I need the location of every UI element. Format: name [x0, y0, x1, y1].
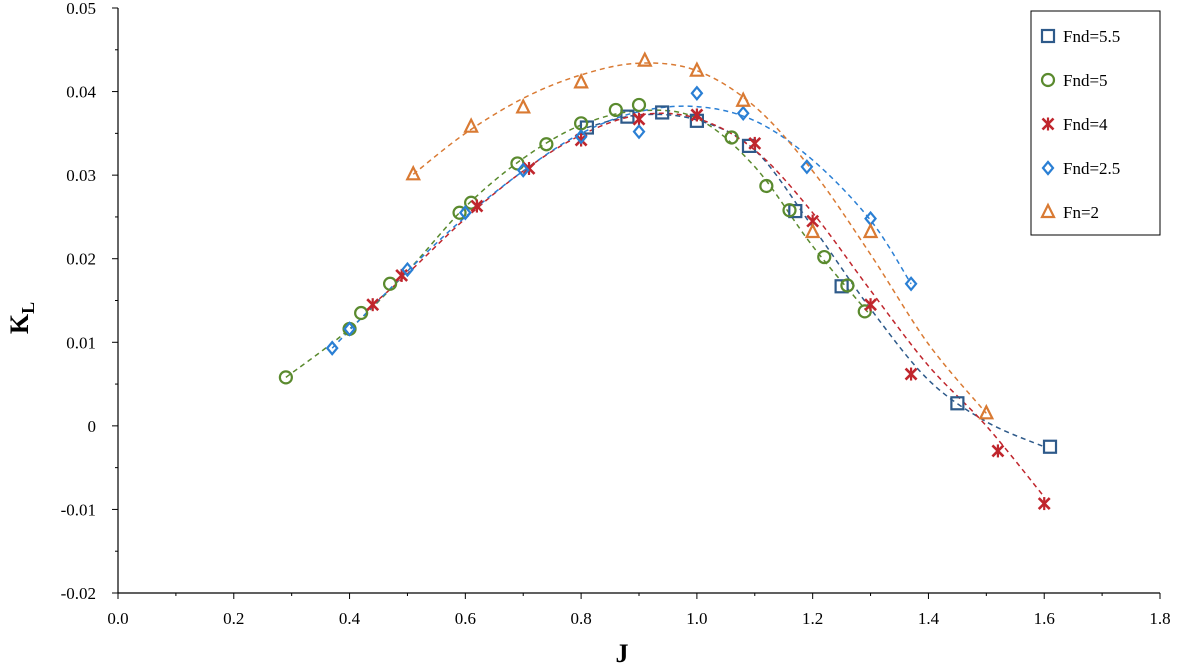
data-point	[608, 102, 623, 118]
y-axis-title-sub: L	[18, 302, 38, 314]
axes: 0.0 0.2 0.4 0.6 0.8 1.0 1.2 1.4 1.6 1.8 -0.02 -0.01…	[61, 0, 1171, 628]
data-point	[736, 105, 750, 122]
y-tick-label: 0.02	[66, 250, 96, 269]
data-point	[401, 261, 414, 278]
data-point	[857, 304, 872, 319]
data-point	[690, 108, 704, 122]
legend-marker	[1041, 117, 1055, 131]
legend-box	[1030, 10, 1161, 236]
data-point	[395, 268, 409, 282]
legend-label: Fnd=5	[1063, 71, 1108, 90]
x-tick-label: 1.4	[918, 609, 940, 628]
data-point	[904, 276, 918, 292]
data-point	[689, 61, 705, 77]
y-axis-title: KL	[5, 302, 38, 334]
x-tick-label: 0.6	[455, 609, 476, 628]
legend-marker	[1040, 72, 1056, 88]
y-tick-label: 0.05	[66, 0, 96, 18]
data-point	[748, 136, 762, 150]
legend-marker	[1040, 28, 1056, 44]
data-point	[458, 205, 472, 221]
legend-label: Fn=2	[1063, 203, 1099, 222]
data-point	[574, 128, 588, 145]
legend-label: Fnd=5.5	[1063, 27, 1120, 46]
data-point	[539, 137, 554, 152]
y-tick-label: 0	[88, 417, 97, 436]
x-tick-label: 0.0	[107, 609, 128, 628]
legend-label: Fnd=2.5	[1063, 159, 1120, 178]
data-point	[632, 123, 646, 140]
data-points	[278, 51, 1058, 511]
trend-line	[586, 113, 1045, 448]
y-tick-label: 0.03	[66, 166, 96, 185]
data-point	[452, 205, 467, 220]
y-axis-title-main: K	[5, 313, 34, 334]
x-tick-label: 1.6	[1034, 609, 1055, 628]
y-tick-label: -0.02	[61, 584, 96, 603]
data-point	[690, 85, 704, 101]
x-tick-label: 1.2	[802, 609, 823, 628]
data-point	[804, 222, 821, 239]
data-point	[325, 340, 339, 356]
data-point	[950, 396, 965, 411]
data-point	[655, 105, 670, 120]
data-point	[405, 164, 422, 181]
data-point	[1037, 497, 1051, 511]
x-tick-label: 0.4	[339, 609, 361, 628]
legend-marker	[1041, 160, 1055, 176]
data-point	[862, 222, 879, 239]
data-point	[724, 130, 739, 145]
data-point	[759, 178, 774, 194]
data-point	[631, 97, 647, 113]
data-point	[515, 97, 532, 114]
y-tick-label: 0.01	[66, 333, 96, 352]
trend-line	[372, 112, 1045, 498]
data-point	[840, 278, 855, 293]
legend-marker	[1040, 202, 1056, 219]
data-point	[366, 298, 380, 312]
data-point	[573, 72, 589, 89]
data-point	[800, 159, 814, 175]
data-point	[864, 298, 877, 312]
trend-line	[412, 62, 987, 414]
data-point	[991, 444, 1005, 458]
data-point	[470, 199, 484, 213]
svg-text:KL: KL	[5, 302, 38, 334]
data-point	[637, 51, 653, 67]
trend-line	[285, 109, 872, 378]
data-point	[788, 203, 803, 219]
data-point	[354, 305, 369, 321]
x-axis-title: J	[616, 639, 629, 666]
data-point	[978, 403, 995, 420]
y-tick-label: -0.01	[61, 500, 96, 519]
data-point	[1042, 439, 1058, 454]
data-point	[735, 91, 751, 107]
data-point	[834, 279, 849, 294]
data-point	[904, 367, 918, 381]
data-point	[620, 109, 635, 124]
data-point	[463, 117, 479, 133]
x-tick-label: 1.0	[686, 609, 707, 628]
data-point	[278, 370, 293, 385]
data-point	[817, 249, 832, 265]
data-point	[782, 203, 797, 218]
y-tick-label: 0.04	[66, 83, 96, 102]
data-point	[382, 276, 398, 291]
data-point	[516, 162, 530, 178]
x-tick-label: 0.2	[223, 609, 244, 628]
data-point	[343, 321, 356, 337]
x-tick-label: 0.8	[570, 609, 591, 628]
trend-lines	[285, 62, 1045, 498]
legend-label: Fnd=4	[1063, 115, 1108, 134]
legend: Fnd=5.5 Fnd=5 Fnd=4 Fnd=2.5 Fn=2	[1030, 10, 1161, 236]
data-point	[632, 112, 646, 126]
x-tick-label: 1.8	[1149, 609, 1170, 628]
